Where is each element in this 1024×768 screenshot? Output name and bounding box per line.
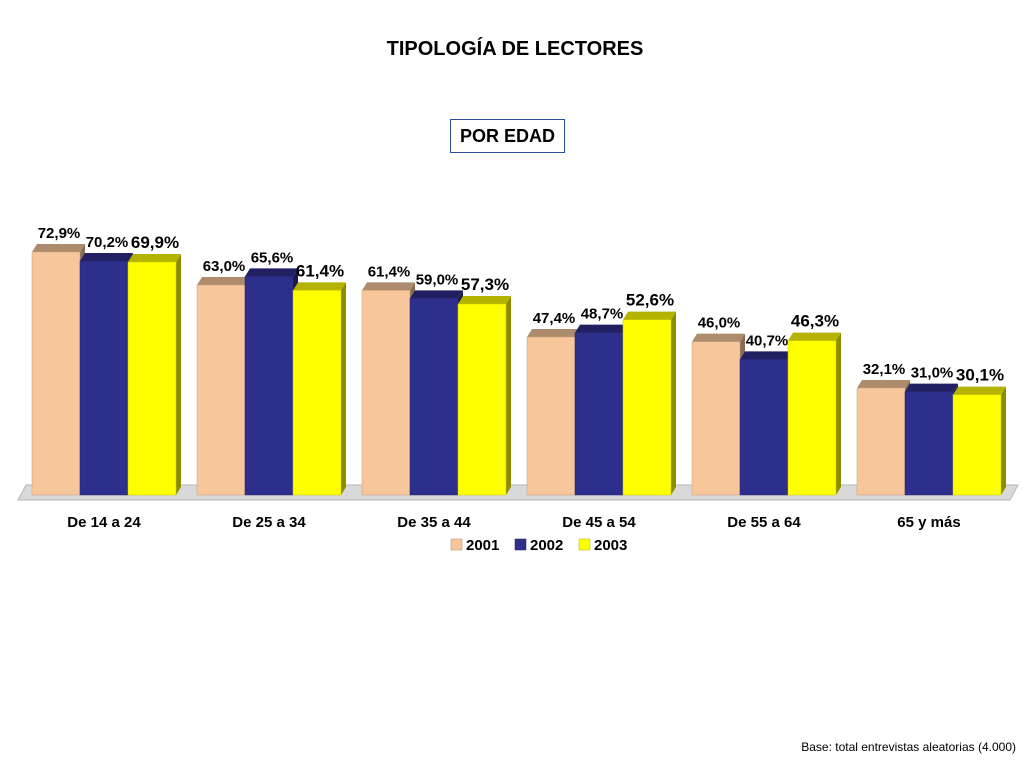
- bar-2003-2: [457, 303, 507, 496]
- bar-top-2001-0: [32, 244, 85, 252]
- value-label-2003-5: 30,1%: [956, 366, 1004, 385]
- bar-2001-4: [691, 341, 741, 496]
- bar-side-2003-2: [506, 296, 511, 495]
- bar-2002-5: [904, 391, 954, 496]
- bar-2002-2: [409, 298, 459, 496]
- bar-top-2003-2: [458, 296, 511, 304]
- bar-top-2001-2: [362, 282, 415, 291]
- value-label-2002-4: 40,7%: [746, 332, 789, 349]
- legend-label-2003: 2003: [594, 537, 627, 554]
- bar-top-2003-4: [788, 332, 841, 341]
- value-label-2002-1: 65,6%: [251, 249, 294, 266]
- value-label-2002-5: 31,0%: [911, 365, 954, 382]
- legend-label-2002: 2002: [530, 537, 563, 554]
- x-tick-label-4: De 55 a 64: [727, 514, 801, 531]
- value-label-2001-1: 63,0%: [203, 258, 246, 275]
- value-label-2001-2: 61,4%: [368, 263, 411, 280]
- bar-2003-3: [622, 319, 672, 496]
- legend-swatch-2003: [578, 538, 591, 551]
- legend-swatch-2002: [514, 538, 527, 551]
- value-label-2002-2: 59,0%: [416, 271, 459, 288]
- value-label-2003-1: 61,4%: [296, 261, 344, 280]
- bar-top-2002-1: [245, 268, 298, 277]
- bar-top-2001-3: [527, 329, 580, 337]
- bar-side-2003-5: [1001, 386, 1006, 495]
- bar-top-2003-5: [953, 386, 1006, 395]
- x-tick-label-2: De 35 a 44: [397, 514, 471, 531]
- bar-2001-0: [31, 251, 81, 496]
- value-label-2001-3: 47,4%: [533, 310, 576, 327]
- value-label-2003-2: 57,3%: [461, 275, 509, 294]
- value-label-2002-0: 70,2%: [86, 234, 129, 251]
- chart-title: TIPOLOGÍA DE LECTORES: [386, 38, 644, 60]
- x-tick-label-0: De 14 a 24: [67, 514, 141, 531]
- value-label-2001-4: 46,0%: [698, 315, 741, 332]
- bar-top-2003-1: [293, 282, 346, 291]
- bar-2003-4: [787, 340, 837, 496]
- bar-2001-5: [856, 387, 906, 496]
- chart-subtitle: POR EDAD: [450, 119, 565, 153]
- bar-2002-3: [574, 332, 624, 496]
- bar-top-2003-0: [128, 254, 181, 262]
- bar-top-2001-5: [857, 380, 910, 388]
- legend-label-2001: 2001: [466, 537, 499, 554]
- value-label-2001-5: 32,1%: [863, 361, 906, 378]
- x-tick-label-5: 65 y más: [897, 514, 960, 531]
- bar-top-2001-1: [197, 277, 250, 285]
- bar-side-2003-1: [341, 282, 346, 495]
- value-label-2003-3: 52,6%: [626, 291, 674, 310]
- bar-top-2002-5: [905, 383, 958, 392]
- x-tick-label-1: De 25 a 34: [232, 514, 306, 531]
- bar-2001-2: [361, 290, 411, 496]
- bar-2002-0: [79, 260, 129, 496]
- value-label-2003-4: 46,3%: [791, 312, 839, 331]
- bar-2001-3: [526, 336, 576, 496]
- bar-side-2003-4: [836, 332, 841, 495]
- bar-2002-1: [244, 276, 294, 496]
- bar-top-2002-2: [410, 290, 463, 299]
- legend-swatch-2001: [450, 538, 463, 551]
- bar-2001-1: [196, 284, 246, 496]
- bar-2003-1: [292, 290, 342, 496]
- bar-side-2003-0: [176, 254, 181, 495]
- value-label-2003-0: 69,9%: [131, 233, 179, 252]
- x-tick-label-3: De 45 a 54: [562, 514, 636, 531]
- bar-top-2002-0: [80, 253, 133, 261]
- bar-top-2002-3: [575, 324, 628, 333]
- bar-top-2001-4: [692, 333, 745, 342]
- value-label-2002-3: 48,7%: [581, 306, 624, 323]
- bar-2003-5: [952, 394, 1002, 496]
- bar-2003-0: [127, 261, 177, 496]
- bar-top-2002-4: [740, 351, 793, 360]
- bar-side-2003-3: [671, 311, 676, 495]
- bar-2002-4: [739, 359, 789, 496]
- bar-top-2003-3: [623, 311, 676, 320]
- footer-note: Base: total entrevistas aleatorias (4.00…: [801, 740, 1016, 754]
- value-label-2001-0: 72,9%: [38, 225, 81, 242]
